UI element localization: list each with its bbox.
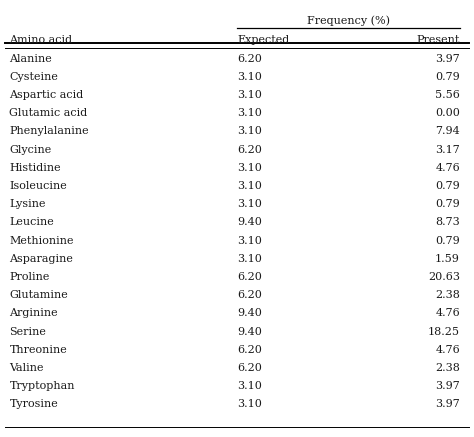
- Text: 0.79: 0.79: [435, 236, 460, 246]
- Text: Arginine: Arginine: [9, 309, 58, 319]
- Text: 3.10: 3.10: [237, 199, 262, 209]
- Text: Frequency (%): Frequency (%): [307, 15, 390, 26]
- Text: 3.10: 3.10: [237, 126, 262, 136]
- Text: 6.20: 6.20: [237, 290, 262, 300]
- Text: 0.00: 0.00: [435, 108, 460, 118]
- Text: 3.10: 3.10: [237, 381, 262, 391]
- Text: Proline: Proline: [9, 272, 50, 282]
- Text: 6.20: 6.20: [237, 345, 262, 355]
- Text: 3.10: 3.10: [237, 108, 262, 118]
- Text: Serine: Serine: [9, 326, 46, 336]
- Text: 6.20: 6.20: [237, 54, 262, 64]
- Text: Asparagine: Asparagine: [9, 254, 73, 264]
- Text: 9.40: 9.40: [237, 218, 262, 227]
- Text: 3.10: 3.10: [237, 254, 262, 264]
- Text: 3.97: 3.97: [435, 399, 460, 409]
- Text: 2.38: 2.38: [435, 363, 460, 373]
- Text: 7.94: 7.94: [435, 126, 460, 136]
- Text: 0.79: 0.79: [435, 72, 460, 82]
- Text: 3.10: 3.10: [237, 181, 262, 191]
- Text: 5.56: 5.56: [435, 90, 460, 100]
- Text: Threonine: Threonine: [9, 345, 67, 355]
- Text: Valine: Valine: [9, 363, 44, 373]
- Text: 0.79: 0.79: [435, 181, 460, 191]
- Text: Tyrosine: Tyrosine: [9, 399, 58, 409]
- Text: 20.63: 20.63: [428, 272, 460, 282]
- Text: 3.97: 3.97: [435, 381, 460, 391]
- Text: 4.76: 4.76: [435, 345, 460, 355]
- Text: 3.10: 3.10: [237, 72, 262, 82]
- Text: Glutamic acid: Glutamic acid: [9, 108, 88, 118]
- Text: 3.10: 3.10: [237, 163, 262, 173]
- Text: 1.59: 1.59: [435, 254, 460, 264]
- Text: Histidine: Histidine: [9, 163, 61, 173]
- Text: Present: Present: [417, 35, 460, 45]
- Text: Phenylalanine: Phenylalanine: [9, 126, 89, 136]
- Text: Isoleucine: Isoleucine: [9, 181, 67, 191]
- Text: 6.20: 6.20: [237, 363, 262, 373]
- Text: 3.10: 3.10: [237, 90, 262, 100]
- Text: 3.97: 3.97: [435, 54, 460, 64]
- Text: Cysteine: Cysteine: [9, 72, 58, 82]
- Text: 18.25: 18.25: [428, 326, 460, 336]
- Text: 8.73: 8.73: [435, 218, 460, 227]
- Text: 4.76: 4.76: [435, 163, 460, 173]
- Text: 4.76: 4.76: [435, 309, 460, 319]
- Text: 2.38: 2.38: [435, 290, 460, 300]
- Text: Alanine: Alanine: [9, 54, 52, 64]
- Text: 0.79: 0.79: [435, 199, 460, 209]
- Text: 9.40: 9.40: [237, 309, 262, 319]
- Text: Aspartic acid: Aspartic acid: [9, 90, 83, 100]
- Text: 6.20: 6.20: [237, 272, 262, 282]
- Text: Lysine: Lysine: [9, 199, 46, 209]
- Text: Glutamine: Glutamine: [9, 290, 68, 300]
- Text: 6.20: 6.20: [237, 145, 262, 155]
- Text: Methionine: Methionine: [9, 236, 74, 246]
- Text: Expected: Expected: [237, 35, 289, 45]
- Text: Glycine: Glycine: [9, 145, 52, 155]
- Text: Leucine: Leucine: [9, 218, 54, 227]
- Text: 3.17: 3.17: [435, 145, 460, 155]
- Text: Tryptophan: Tryptophan: [9, 381, 75, 391]
- Text: 9.40: 9.40: [237, 326, 262, 336]
- Text: 3.10: 3.10: [237, 236, 262, 246]
- Text: Amino acid: Amino acid: [9, 35, 73, 45]
- Text: 3.10: 3.10: [237, 399, 262, 409]
